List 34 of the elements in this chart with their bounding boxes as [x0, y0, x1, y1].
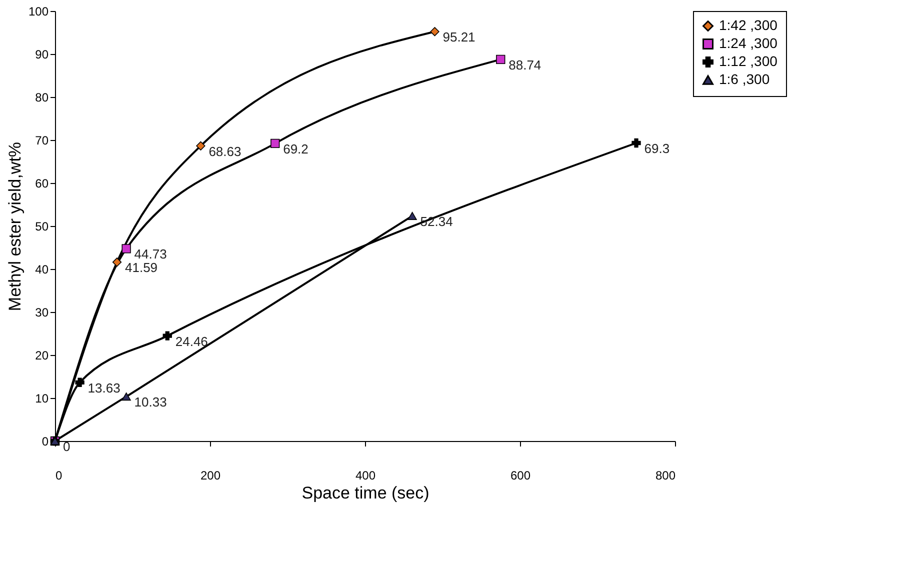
legend-label: 1:42 ,300	[719, 17, 778, 33]
y-tick-label: 30	[35, 306, 49, 320]
legend-label: 1:24 ,300	[719, 35, 778, 51]
data-label: 68.63	[208, 144, 242, 159]
y-tick-label: 80	[35, 90, 49, 104]
x-tick-label: 600	[510, 468, 531, 482]
y-axis-title: Methyl ester yield,wt%	[5, 142, 24, 312]
data-label: 44.73	[134, 246, 167, 262]
x-tick-label: 0	[56, 468, 62, 482]
x-tick-label: 800	[655, 468, 676, 482]
y-tick-label: 20	[35, 348, 49, 362]
data-label: 95.21	[442, 30, 476, 45]
x-axis-title: Space time (sec)	[302, 484, 430, 502]
y-tick-label: 50	[35, 220, 49, 234]
y-tick-label: 60	[35, 176, 49, 190]
data-label: 0	[63, 439, 70, 454]
data-label: 69.2	[283, 141, 308, 156]
y-tick-label: 90	[35, 48, 49, 62]
y-tick-label: 70	[35, 134, 49, 148]
data-label: 69.3	[644, 141, 670, 156]
y-tick-label: 40	[35, 262, 49, 276]
data-label: 41.59	[125, 260, 158, 276]
y-tick-label: 0	[42, 434, 49, 448]
y-tick-label: 100	[28, 4, 49, 18]
x-tick-label: 200	[200, 468, 221, 482]
data-label: 10.33	[134, 394, 167, 410]
data-label: 52.34	[420, 214, 453, 229]
x-tick-label: 400	[355, 468, 376, 482]
data-label: 24.46	[175, 334, 208, 349]
data-label: 88.74	[508, 57, 542, 72]
y-tick-label: 10	[35, 392, 49, 406]
legend-label: 1:6 ,300	[719, 71, 770, 87]
legend-label: 1:12 ,300	[719, 53, 778, 69]
data-label: 13.63	[88, 380, 120, 396]
